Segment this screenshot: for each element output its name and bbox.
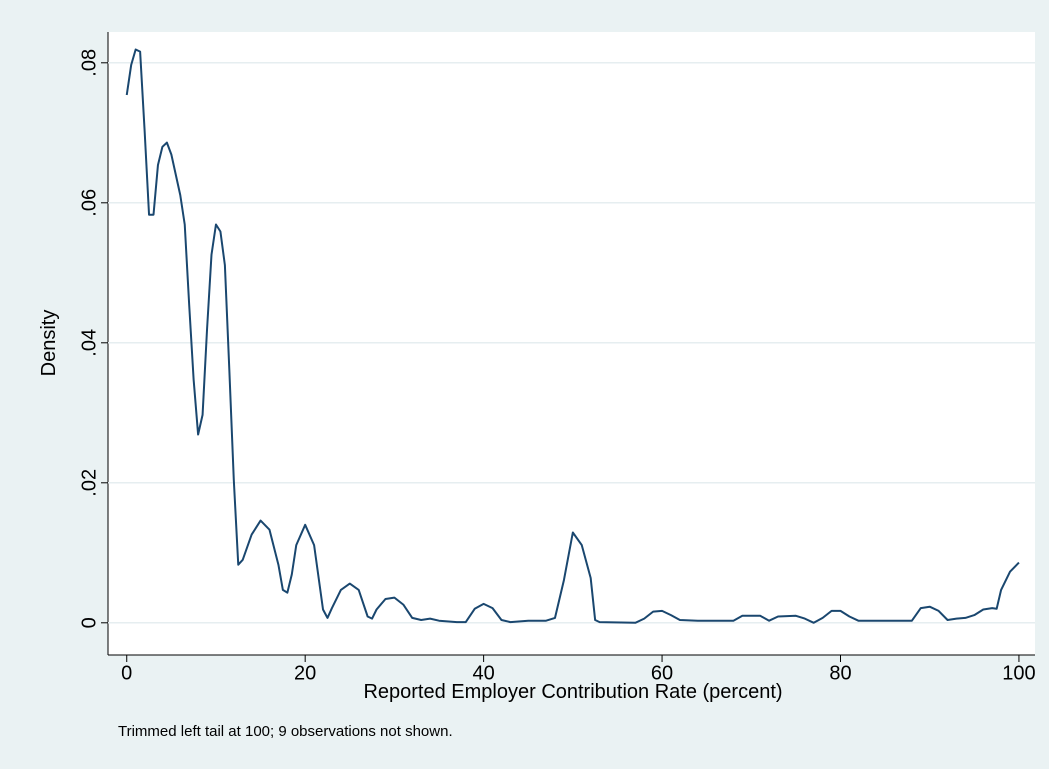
x-tick-label: 40 <box>472 662 494 684</box>
y-tick-label: 0 <box>78 617 100 628</box>
y-tick-label: .02 <box>78 469 100 497</box>
x-tick-label: 80 <box>829 662 851 684</box>
x-tick-label: 60 <box>651 662 673 684</box>
x-tick-label: 100 <box>1002 662 1035 684</box>
y-tick-label: .06 <box>78 189 100 217</box>
density-line <box>125 48 1020 624</box>
y-axis-label: Density <box>38 310 60 377</box>
x-tick-label: 20 <box>294 662 316 684</box>
x-axis-label: Reported Employer Contribution Rate (per… <box>363 681 782 703</box>
note: Trimmed left tail at 100; 9 observations… <box>118 723 453 740</box>
x-tick-label: 0 <box>121 662 132 684</box>
y-tick-label: .08 <box>78 49 100 77</box>
y-tick-label: .04 <box>78 329 100 357</box>
